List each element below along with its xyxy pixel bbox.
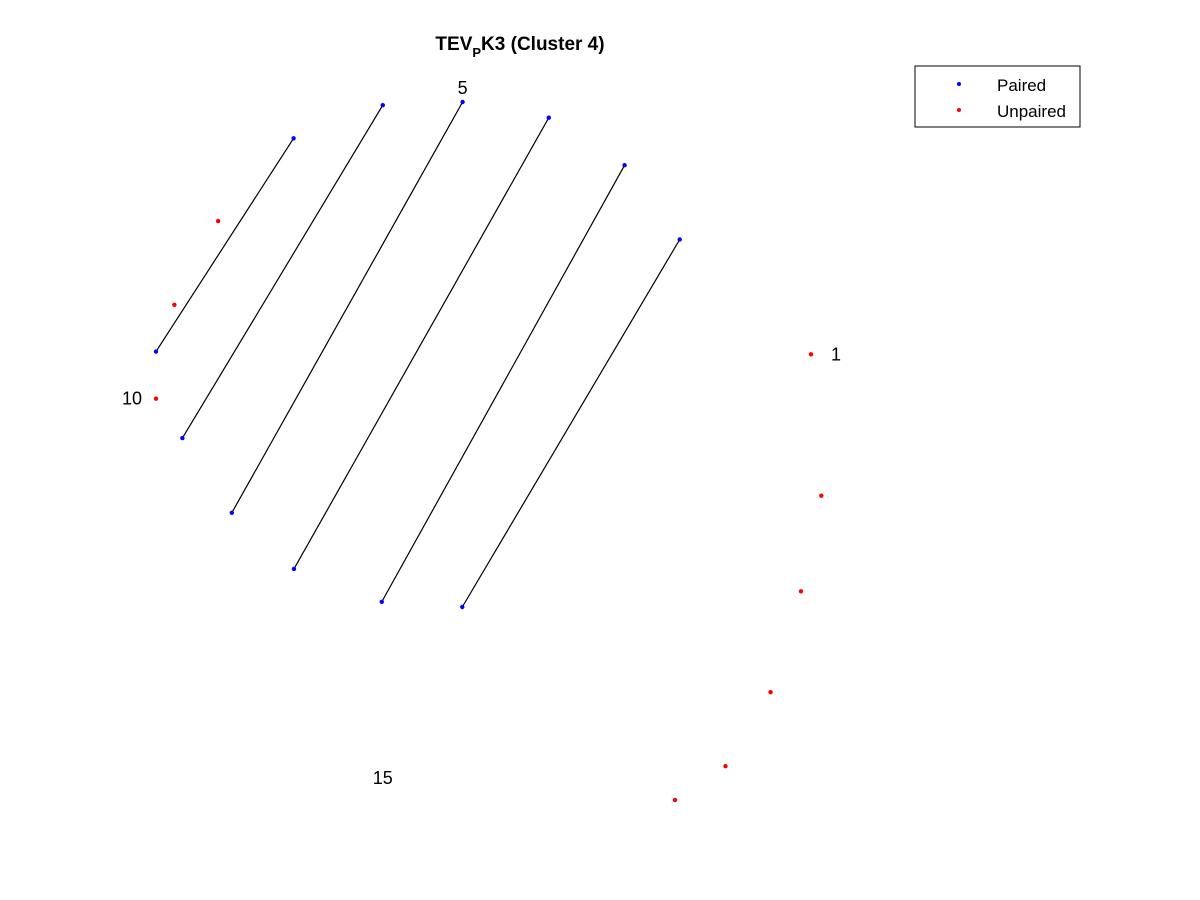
unpaired-point-9 xyxy=(153,396,159,401)
pair-line-1 xyxy=(155,137,295,352)
paired-point-3 xyxy=(180,435,185,441)
pair-lines xyxy=(155,101,681,608)
paired-point-4 xyxy=(380,102,385,108)
paired-point-6 xyxy=(460,99,465,105)
unpaired-point-7 xyxy=(215,218,221,224)
node-label-1: 1 xyxy=(831,344,841,364)
pair-line-3 xyxy=(231,101,464,514)
node-label-10: 10 xyxy=(122,389,142,409)
chart-title-subscript: P xyxy=(472,45,481,60)
paired-point-5 xyxy=(229,510,235,515)
pair-line-5 xyxy=(381,164,626,603)
paired-point-2 xyxy=(291,136,296,141)
legend: Paired Unpaired xyxy=(914,65,1081,128)
unpaired-point-1 xyxy=(808,352,814,357)
legend-marker-unpaired xyxy=(957,108,961,112)
legend-label-paired: Paired xyxy=(997,76,1046,95)
unpaired-point-4 xyxy=(768,689,773,695)
legend-label-unpaired: Unpaired xyxy=(997,102,1066,121)
paired-point-10 xyxy=(622,162,627,168)
paired-point-1 xyxy=(153,349,159,354)
unpaired-point-8 xyxy=(172,302,177,307)
paired-point-12 xyxy=(677,237,682,242)
paired-points xyxy=(153,99,682,610)
unpaired-point-2 xyxy=(819,493,824,498)
paired-point-9 xyxy=(379,599,384,604)
paired-point-8 xyxy=(546,115,551,120)
unpaired-point-3 xyxy=(798,589,804,594)
node-label-5: 5 xyxy=(458,78,468,98)
chart-title: TEVPK3 (Cluster 4) xyxy=(435,34,604,60)
unpaired-points xyxy=(153,218,824,803)
unpaired-point-6 xyxy=(672,797,678,803)
chart-title-main: TEV xyxy=(435,34,472,55)
pair-line-2 xyxy=(181,104,384,439)
node-label-15: 15 xyxy=(373,768,393,788)
legend-box xyxy=(914,65,1081,128)
paired-point-7 xyxy=(291,566,297,572)
pair-line-6 xyxy=(461,239,681,608)
legend-marker-paired xyxy=(957,82,961,86)
unpaired-point-5 xyxy=(723,763,728,769)
chart-title-rest: K3 (Cluster 4) xyxy=(481,34,605,55)
pair-line-4 xyxy=(293,117,550,570)
paired-point-11 xyxy=(460,604,465,610)
